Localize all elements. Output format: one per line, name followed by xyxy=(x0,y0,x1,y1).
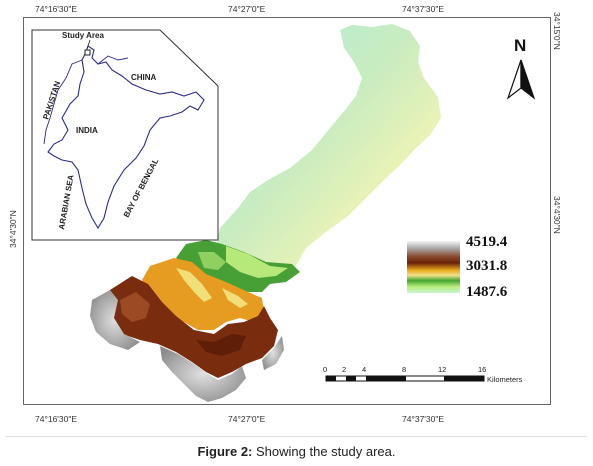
scale-tick-4: 4 xyxy=(362,365,367,374)
coord-bottom-3: 74°37'30"E xyxy=(402,414,445,424)
coord-top-1: 74°16'30"E xyxy=(35,4,78,14)
scale-tick-8: 8 xyxy=(402,365,407,374)
legend-max-label: 4519.4 xyxy=(466,234,508,250)
inset-map: Study Area CHINA INDIA PAKISTAN ARABIAN … xyxy=(31,29,219,241)
north-arrow-icon-left xyxy=(506,59,522,100)
grey-peak-east xyxy=(262,336,284,370)
scale-tick-2: 2 xyxy=(342,365,347,374)
coord-bottom-2: 74°27'0"E xyxy=(228,414,266,424)
china-border xyxy=(97,55,129,65)
legend-ramp xyxy=(407,241,460,293)
yellow-streak-2 xyxy=(222,288,248,308)
light-green-patch-2 xyxy=(198,252,226,270)
caption-text: Showing the study area. xyxy=(256,444,396,459)
inset-label-china: CHINA xyxy=(131,73,157,82)
caption-label: Figure 2: xyxy=(197,444,253,459)
yellow-streak xyxy=(176,268,212,302)
coord-top-3: 74°37'30"E xyxy=(402,4,445,14)
brown-shade xyxy=(120,292,150,322)
scale-tick-16: 16 xyxy=(478,365,487,374)
caption-divider xyxy=(6,436,587,437)
grey-peak-south xyxy=(160,346,246,402)
inset-label-study-area: Study Area xyxy=(62,31,104,40)
coord-bottom-1: 74°16'30"E xyxy=(35,414,78,424)
scale-tick-12: 12 xyxy=(438,365,447,374)
valley-low-region xyxy=(216,24,441,276)
brown-shade-2 xyxy=(196,334,246,356)
study-area-marker xyxy=(84,49,91,56)
coord-top-2: 74°27'0"E xyxy=(228,4,266,14)
india-outline xyxy=(47,45,205,230)
inset-label-india: INDIA xyxy=(76,126,98,135)
scale-bar xyxy=(325,375,485,382)
grey-peak-west xyxy=(90,290,140,350)
study-area-pointer xyxy=(86,39,91,50)
scale-unit: Kilometers xyxy=(487,375,523,384)
north-arrow: N xyxy=(506,36,536,100)
scale-tick-0: 0 xyxy=(323,365,328,374)
pakistan-border xyxy=(43,59,83,145)
legend-min-label: 1487.6 xyxy=(466,284,508,300)
brown-zone xyxy=(104,276,278,378)
light-green-patch xyxy=(226,246,288,278)
north-arrow-label: N xyxy=(514,36,526,55)
study-area-map: Study Area CHINA INDIA PAKISTAN ARABIAN … xyxy=(31,24,536,402)
legend-mid-label: 3031.8 xyxy=(466,258,508,274)
figure-caption: Figure 2: Showing the study area. xyxy=(0,444,593,459)
map-frame xyxy=(23,17,551,405)
north-arrow-icon-right xyxy=(520,59,536,100)
